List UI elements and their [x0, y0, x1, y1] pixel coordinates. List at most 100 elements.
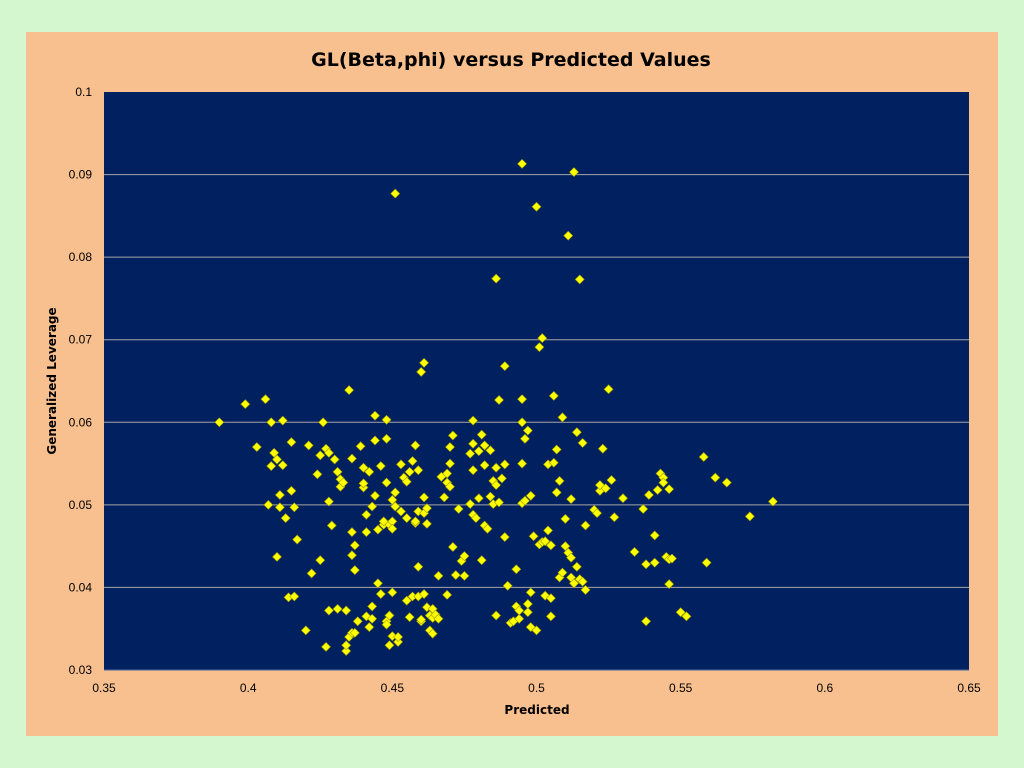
- data-point: [445, 481, 455, 492]
- data-point: [384, 610, 395, 621]
- x-axis-ticks: 0.35 0.4 0.45 0.5 0.55 0.6 0.65: [92, 681, 981, 695]
- data-point: [548, 390, 559, 401]
- data-point: [491, 610, 502, 621]
- data-point: [387, 587, 398, 598]
- data-point: [341, 646, 352, 656]
- data-point: [323, 447, 334, 458]
- data-point: [603, 384, 614, 395]
- y-tick-label: 0.06: [69, 415, 93, 429]
- data-point: [401, 595, 412, 606]
- data-point: [491, 273, 502, 284]
- data-point: [352, 616, 363, 627]
- data-point: [321, 641, 331, 652]
- data-point: [698, 452, 709, 462]
- data-point: [499, 532, 510, 542]
- data-point: [349, 540, 360, 551]
- data-point: [401, 476, 412, 487]
- chart-title: GL(Beta,phi) versus Predicted Values: [311, 49, 711, 71]
- data-point: [545, 540, 556, 551]
- x-axis-label: Predicted: [504, 703, 569, 717]
- data-point: [277, 460, 288, 471]
- y-tick-label: 0.04: [69, 580, 93, 594]
- data-point: [358, 462, 369, 473]
- data-point: [545, 611, 556, 622]
- data-point: [768, 496, 778, 507]
- data-point: [551, 444, 562, 455]
- data-point: [574, 274, 585, 285]
- chart-frame: GL(Beta,phi) versus Predicted Values 0.0…: [26, 32, 998, 736]
- y-tick-label: 0.07: [69, 333, 93, 347]
- data-point: [450, 570, 461, 580]
- data-point: [600, 483, 611, 494]
- data-point: [439, 492, 450, 503]
- data-point: [514, 613, 525, 624]
- data-point: [266, 461, 277, 471]
- data-point: [494, 395, 504, 405]
- data-point: [260, 394, 271, 405]
- data-point: [315, 450, 326, 461]
- data-point: [482, 523, 493, 534]
- data-point: [569, 167, 579, 178]
- data-point: [609, 512, 620, 523]
- data-point: [580, 584, 591, 595]
- x-tick-label: 0.5: [528, 681, 545, 695]
- data-point: [364, 622, 375, 632]
- data-point: [419, 492, 429, 503]
- y-tick-label: 0.03: [69, 663, 93, 677]
- y-axis-ticks: 0.03 0.04 0.05 0.06 0.07 0.08 0.09 0.1: [69, 85, 93, 677]
- data-point: [407, 456, 418, 467]
- data-point: [416, 614, 427, 625]
- data-point: [372, 524, 383, 535]
- data-points: [214, 158, 778, 656]
- data-point: [251, 442, 262, 452]
- data-point: [393, 637, 404, 647]
- data-point: [413, 561, 424, 572]
- y-tick-label: 0.09: [69, 168, 93, 182]
- data-point: [214, 417, 225, 428]
- data-point: [577, 576, 588, 587]
- y-tick-label: 0.1: [75, 85, 92, 99]
- data-point: [664, 484, 675, 495]
- data-point: [318, 417, 329, 428]
- data-point: [496, 473, 507, 484]
- data-point: [468, 415, 478, 426]
- data-point: [701, 557, 712, 568]
- data-point: [341, 605, 352, 616]
- data-point: [280, 513, 291, 523]
- data-point: [387, 494, 398, 505]
- data-point: [433, 570, 444, 581]
- data-point: [548, 457, 559, 468]
- data-point: [525, 587, 536, 598]
- data-point: [289, 591, 300, 602]
- data-point: [367, 613, 378, 624]
- data-point: [577, 438, 588, 448]
- data-point: [390, 188, 401, 199]
- data-point: [471, 513, 481, 523]
- data-point: [641, 616, 651, 627]
- data-point: [410, 440, 421, 451]
- data-point: [494, 497, 504, 508]
- data-point: [303, 440, 314, 451]
- data-point: [326, 520, 337, 531]
- data-point: [545, 593, 556, 604]
- data-point: [485, 491, 496, 502]
- data-point: [744, 511, 755, 522]
- data-point: [277, 415, 288, 426]
- data-point: [274, 490, 285, 500]
- data-point: [514, 605, 525, 616]
- data-point: [367, 601, 378, 612]
- data-point: [381, 433, 392, 444]
- data-point: [447, 542, 458, 552]
- data-point: [332, 603, 343, 614]
- data-point: [534, 342, 545, 353]
- data-point: [315, 555, 326, 566]
- data-point: [329, 454, 340, 465]
- data-point: [341, 640, 352, 651]
- data-point: [485, 445, 496, 456]
- data-point: [361, 527, 372, 538]
- data-point: [381, 477, 392, 488]
- data-point: [272, 551, 282, 562]
- data-point: [323, 605, 334, 616]
- x-tick-label: 0.4: [240, 681, 257, 695]
- data-point: [667, 553, 677, 564]
